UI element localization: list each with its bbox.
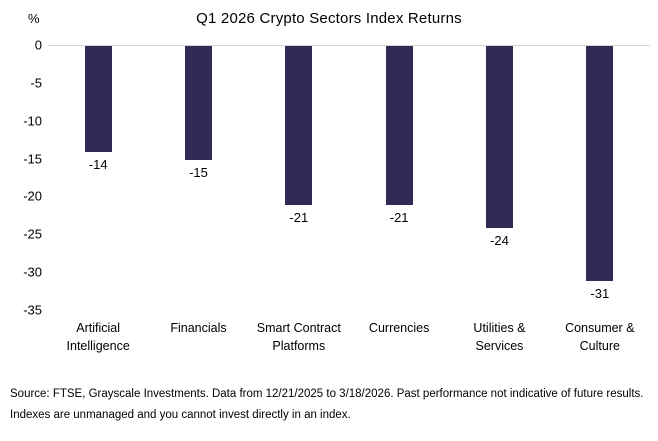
y-axis-unit-label: % — [28, 11, 40, 26]
plot-area: -14 -15 -21 -21 -24 -31 — [48, 45, 650, 311]
bar — [385, 46, 413, 205]
bar — [184, 46, 212, 160]
y-axis-tick-label: -30 — [23, 264, 42, 280]
x-axis-category-label: Smart Contract Platforms — [256, 321, 341, 353]
bar — [285, 46, 313, 205]
y-axis-tick-label: -15 — [23, 151, 42, 167]
x-axis-category-label: Consumer & Culture — [565, 321, 635, 353]
y-axis-tick-label: 0 — [34, 37, 42, 53]
x-axis-category-label: Artificial Intelligence — [66, 321, 130, 353]
y-axis-tick-label: -25 — [23, 226, 42, 242]
bar — [84, 46, 112, 152]
y-axis: 0 -5 -10 -15 -20 -25 -30 -35 — [0, 38, 42, 318]
x-axis-category-label: Financials — [170, 321, 227, 335]
bar-column: -14 — [48, 46, 148, 311]
bar-column: -24 — [449, 46, 549, 311]
source-note: Source: FTSE, Grayscale Investments. Dat… — [10, 384, 643, 426]
bar — [586, 46, 614, 281]
x-axis-category-label: Currencies — [368, 321, 430, 335]
bar-column: -21 — [249, 46, 349, 311]
bar-value-label: -31 — [590, 285, 610, 301]
y-axis-tick-label: -35 — [23, 302, 42, 318]
y-axis-tick-label: -10 — [23, 113, 42, 129]
bar-value-label: -21 — [289, 210, 309, 225]
bar-value-label: -21 — [389, 210, 409, 225]
chart-title: Q1 2026 Crypto Sectors Index Returns — [196, 10, 462, 27]
bar-column: -15 — [148, 46, 248, 311]
source-note-line-1: Source: FTSE, Grayscale Investments. Dat… — [10, 388, 644, 400]
bar-column: -31 — [550, 46, 650, 311]
x-axis-category-label: Utilities & Services — [473, 321, 526, 353]
bar-value-label: -14 — [88, 157, 108, 172]
source-note-line-2: Indexes are unmanaged and you cannot inv… — [10, 409, 351, 421]
bar-column: -21 — [349, 46, 449, 311]
y-axis-tick-label: -5 — [30, 75, 42, 91]
bar-value-label: -15 — [189, 164, 208, 180]
bar-value-label: -24 — [490, 232, 509, 248]
bar — [485, 46, 513, 228]
x-axis-category-labels: Artificial Intelligence Financials Smart C… — [48, 320, 650, 355]
y-axis-tick-label: -20 — [23, 188, 42, 204]
